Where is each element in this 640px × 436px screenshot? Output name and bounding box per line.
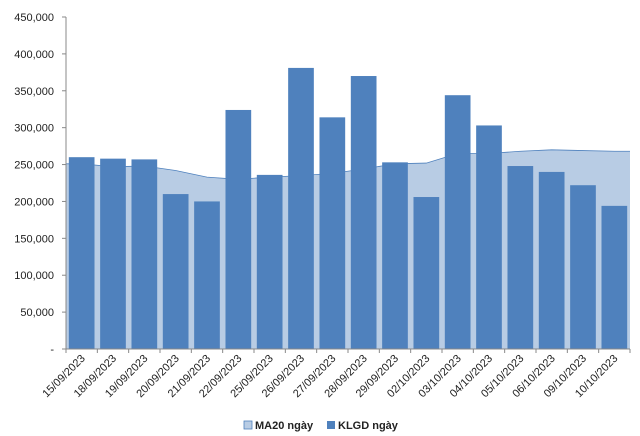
y-tick-label: - xyxy=(50,344,54,356)
legend-swatch-klgd xyxy=(327,421,335,429)
bar-klgd-25/09/2023 xyxy=(256,174,283,349)
y-tick-label: 150,000 xyxy=(14,233,54,245)
y-axis: - 50,000 100,000 150,000 200,000 250,000 300,0… xyxy=(14,12,67,356)
bar-klgd-02/10/2023 xyxy=(413,197,440,349)
legend-swatch-ma20 xyxy=(243,420,253,430)
bar-klgd-06/10/2023 xyxy=(538,171,565,349)
bar-klgd-04/10/2023 xyxy=(476,125,502,349)
bar-klgd-22/09/2023 xyxy=(225,109,252,350)
bar-klgd-09/10/2023 xyxy=(570,185,596,349)
y-tick-label: 250,000 xyxy=(14,160,54,172)
bar-klgd-27/09/2023 xyxy=(319,117,346,349)
legend: MA20 ngày KLGD ngày xyxy=(243,420,399,432)
x-axis: 15/09/202318/09/202319/09/202320/09/2023… xyxy=(40,348,631,400)
y-tick-label: 50,000 xyxy=(20,307,54,319)
plot-area xyxy=(66,67,630,350)
bar-klgd-03/10/2023 xyxy=(444,95,471,349)
bar-klgd-19/09/2023 xyxy=(131,159,158,349)
bar-klgd-29/09/2023 xyxy=(382,162,408,349)
bar-klgd-26/09/2023 xyxy=(288,67,314,349)
y-tick-label: 450,000 xyxy=(14,12,54,24)
bar-klgd-28/09/2023 xyxy=(350,76,377,350)
y-tick-label: 100,000 xyxy=(14,270,54,282)
y-tick-label: 400,000 xyxy=(14,49,54,61)
bar-klgd-20/09/2023 xyxy=(162,194,189,349)
y-tick-label: 200,000 xyxy=(14,196,54,208)
y-tick-label: 300,000 xyxy=(14,123,54,135)
bar-klgd-10/10/2023 xyxy=(601,205,628,349)
bar-klgd-18/09/2023 xyxy=(100,158,126,349)
legend-label-klgd: KLGD ngày xyxy=(338,420,399,432)
y-tick-label: 350,000 xyxy=(14,86,54,98)
bar-klgd-21/09/2023 xyxy=(194,201,220,349)
legend-label-ma20: MA20 ngày xyxy=(255,420,314,432)
bar-klgd-15/09/2023 xyxy=(68,157,95,349)
bar-klgd-05/10/2023 xyxy=(507,166,534,349)
